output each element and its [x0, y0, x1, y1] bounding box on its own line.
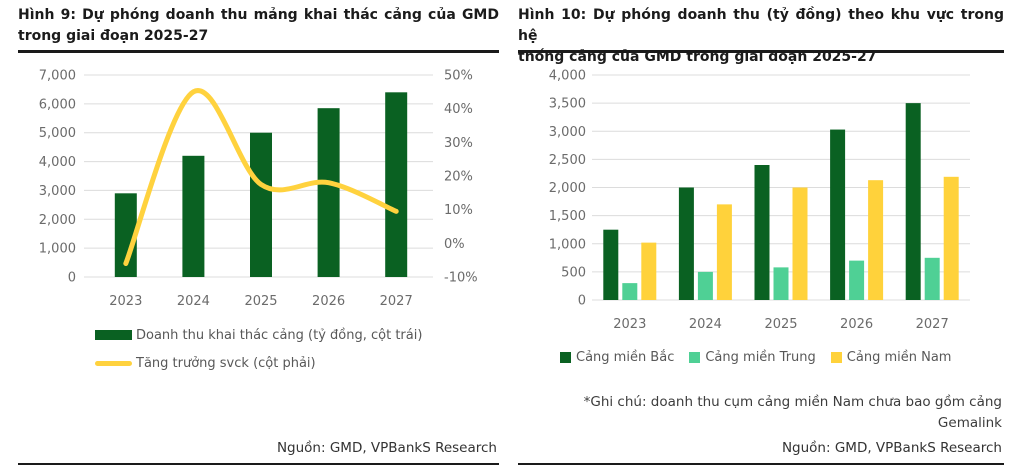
svg-text:3,000: 3,000: [39, 184, 76, 199]
figure-10-title-rule: [518, 50, 1004, 53]
legend-item-growth-label: Tăng trưởng svck (cột phải): [136, 355, 316, 371]
figure-10-source: Nguồn: GMD, VPBankS Research: [781, 440, 1002, 456]
legend-item-growth: Tăng trưởng svck (cột phải): [95, 354, 422, 372]
legend-item-north-ports-label: Cảng miền Bắc: [576, 350, 675, 365]
figure-10-grouped-bar-chart: 4,000 3,500 3,000 2,500 2,000 1,500 1,000 500 0 2…: [549, 69, 970, 332]
svg-text:0: 0: [578, 294, 586, 309]
svg-text:500: 500: [561, 265, 586, 280]
svg-text:40%: 40%: [444, 102, 473, 117]
svg-text:0: 0: [68, 271, 76, 286]
svg-text:3,500: 3,500: [549, 97, 586, 112]
revenue-bar-2024: [182, 155, 205, 277]
north-ports-swatch: [560, 352, 571, 363]
revenue-bar-swatch: [95, 330, 132, 340]
growth-line-swatch: [95, 360, 132, 366]
bar-2025-series-0: [754, 165, 770, 300]
revenue-bar-2023: [114, 193, 137, 277]
svg-text:2027: 2027: [380, 294, 413, 309]
svg-text:1,000: 1,000: [549, 237, 586, 252]
legend-item-central-ports-label: Cảng miền Trung: [705, 350, 816, 365]
svg-text:0%: 0%: [444, 237, 465, 252]
svg-text:2024: 2024: [689, 317, 722, 332]
figure-10-footnote-line-1: *Ghi chú: doanh thu cụm cảng miền Nam ch…: [583, 394, 1002, 410]
bar-2027-series-2: [943, 176, 959, 300]
svg-text:2025: 2025: [764, 317, 797, 332]
svg-text:10%: 10%: [444, 203, 473, 218]
svg-text:7,000: 7,000: [39, 69, 76, 84]
bar-2023-series-0: [603, 229, 619, 300]
figure-9-bottom-rule: [18, 463, 499, 465]
svg-text:2023: 2023: [109, 294, 142, 309]
legend-item-south-ports: Cảng miền Nam: [830, 350, 952, 365]
bar-2024-series-1: [697, 271, 713, 300]
legend-item-north-ports: Cảng miền Bắc: [560, 350, 674, 365]
revenue-bar-2027: [385, 92, 408, 277]
svg-text:2026: 2026: [840, 317, 873, 332]
figure-9-title-rule: [18, 50, 499, 53]
bar-2024-series-0: [678, 187, 694, 300]
bar-2027-series-1: [924, 257, 940, 300]
svg-text:-10%: -10%: [444, 271, 478, 286]
svg-text:3,000: 3,000: [549, 125, 586, 140]
svg-text:20%: 20%: [444, 170, 473, 185]
bar-2025-series-2: [792, 187, 808, 300]
svg-text:1,000: 1,000: [39, 242, 76, 257]
legend-item-central-ports: Cảng miền Trung: [689, 350, 816, 365]
bar-2026-series-1: [849, 260, 865, 300]
figure-9-title-line-2: trong giai đoạn 2025-27: [18, 28, 209, 44]
bar-2023-series-1: [622, 283, 638, 300]
figure-10-legend: Cảng miền Bắc Cảng miền Trung Cảng miền …: [560, 350, 951, 365]
svg-text:2025: 2025: [244, 294, 277, 309]
figure-10-title-line-1: Hình 10: Dự phóng doanh thu (tỷ đồng) th…: [518, 7, 1004, 44]
bar-2024-series-2: [716, 204, 732, 300]
figure-10-footnote-line-2: Gemalink: [937, 415, 1002, 431]
svg-text:30%: 30%: [444, 136, 473, 151]
bar-2027-series-0: [905, 103, 921, 300]
growth-line: [123, 88, 399, 267]
svg-text:2023: 2023: [613, 317, 646, 332]
figure-10-title: Hình 10: Dự phóng doanh thu (tỷ đồng) th…: [518, 5, 1004, 68]
svg-text:2024: 2024: [177, 294, 210, 309]
svg-text:2,000: 2,000: [39, 213, 76, 228]
svg-text:2,000: 2,000: [549, 181, 586, 196]
revenue-bar-2025: [250, 132, 272, 277]
legend-item-south-ports-label: Cảng miền Nam: [846, 350, 952, 365]
svg-text:4,000: 4,000: [549, 69, 586, 84]
bar-2023-series-2: [641, 242, 657, 300]
figure-10-bottom-rule: [518, 463, 1004, 465]
legend-item-revenue: Doanh thu khai thác cảng (tỷ đồng, cột t…: [95, 326, 422, 344]
figure-9-title-line-1: Hình 9: Dự phóng doanh thu mảng khai thá…: [18, 7, 499, 23]
revenue-bar-2026: [317, 108, 340, 277]
figure-9-title: Hình 9: Dự phóng doanh thu mảng khai thá…: [18, 5, 499, 47]
bar-2026-series-0: [830, 129, 846, 300]
figure-9-legend: Doanh thu khai thác cảng (tỷ đồng, cột t…: [95, 326, 422, 382]
figure-9-source: Nguồn: GMD, VPBankS Research: [276, 440, 497, 456]
central-ports-swatch: [689, 352, 701, 363]
svg-text:1,500: 1,500: [549, 209, 586, 224]
figure-10-title-line-2: thống cảng của GMD trong giai đoạn 2025-…: [518, 49, 877, 65]
svg-text:6,000: 6,000: [39, 97, 76, 112]
svg-text:2,500: 2,500: [549, 153, 586, 168]
legend-item-revenue-label: Doanh thu khai thác cảng (tỷ đồng, cột t…: [136, 327, 423, 343]
svg-text:5,000: 5,000: [39, 126, 76, 141]
svg-text:2027: 2027: [916, 317, 949, 332]
svg-text:50%: 50%: [444, 69, 473, 84]
bar-2026-series-2: [868, 180, 884, 300]
figure-9-combo-chart: 7,000 6,000 5,000 4,000 3,000 2,000 1,000 0 50% 4…: [39, 69, 478, 310]
bar-2025-series-1: [773, 267, 789, 300]
figure-10-footnote: *Ghi chú: doanh thu cụm cảng miền Nam ch…: [518, 392, 1002, 434]
south-ports-swatch: [830, 352, 842, 363]
svg-text:2026: 2026: [312, 294, 345, 309]
svg-text:4,000: 4,000: [39, 155, 76, 170]
